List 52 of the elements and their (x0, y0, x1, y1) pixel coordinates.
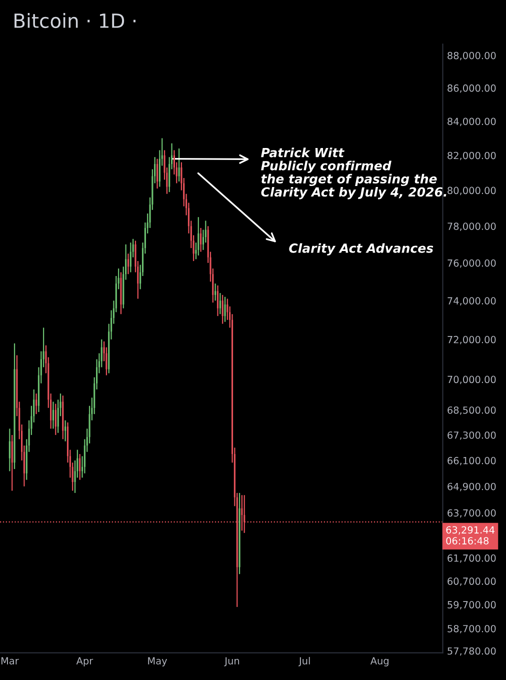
candlestick (14, 342, 16, 470)
candlestick (54, 403, 56, 436)
y-tick-label: 64,900.00 (448, 482, 496, 492)
y-tick-label: 88,000.00 (448, 52, 496, 60)
y-tick-label: 72,000.00 (448, 336, 496, 344)
y-tick-label: 67,300.00 (448, 431, 496, 440)
candlestick (64, 420, 66, 442)
chart-title: Bitcoin · 1D · (14, 13, 136, 28)
candlestick (36, 392, 38, 415)
candlestick (156, 158, 158, 190)
candlestick (11, 434, 13, 492)
x-tick-label: Mar (1, 657, 19, 664)
y-tick-label: 66,100.00 (448, 456, 496, 466)
y-tick-label: 80,000.00 (448, 186, 496, 196)
ref-line-label: 63,291.44 06:16:48 (446, 526, 494, 544)
x-tick-label: Aug (370, 657, 388, 666)
candlestick (224, 296, 226, 322)
y-tick-label: 78,000.00 (448, 222, 496, 231)
y-tick-label: 84,000.00 (448, 118, 496, 126)
annotation: Patrick Witt Publicly confirmed the target of passing the Clarity Act by July 4, 2026. (261, 148, 446, 200)
y-tick-label: 61,700.00 (448, 554, 496, 563)
candlestick (79, 453, 81, 480)
candlestick (120, 272, 122, 315)
candlestick (214, 282, 216, 302)
candlestick (222, 294, 224, 324)
y-tick-label: 60,700.00 (448, 578, 496, 586)
y-tick-label: 57,780.00 (448, 647, 496, 656)
candlestick (219, 292, 221, 315)
candlestick (200, 227, 202, 252)
y-tick-label: 58,700.00 (448, 624, 496, 634)
candlestick (130, 242, 132, 273)
x-tick-label: Apr (76, 657, 94, 666)
candlestick (238, 492, 240, 575)
candlestick (178, 148, 180, 182)
y-tick-label: 68,500.00 (448, 406, 496, 415)
candlestick (8, 428, 10, 472)
candlestick (52, 401, 54, 430)
candlestick (241, 494, 243, 532)
annotation: Clarity Act Advances (289, 243, 434, 256)
candlestick (216, 284, 219, 317)
y-tick-label: 63,700.00 (448, 509, 496, 518)
y-tick-label: 82,000.00 (448, 152, 496, 160)
x-tick-label: May (148, 657, 168, 666)
y-tick-label: 70,000.00 (448, 376, 496, 384)
y-tick-label: 74,000.00 (448, 297, 496, 306)
candlestick (198, 216, 200, 256)
candlestick (127, 253, 130, 275)
x-tick-label: Jul (298, 656, 310, 666)
x-tick-label: Jun (224, 657, 240, 666)
y-tick-label: 76,000.00 (448, 259, 496, 268)
y-tick-label: 59,700.00 (448, 601, 496, 610)
y-tick-label: 86,000.00 (448, 84, 496, 93)
